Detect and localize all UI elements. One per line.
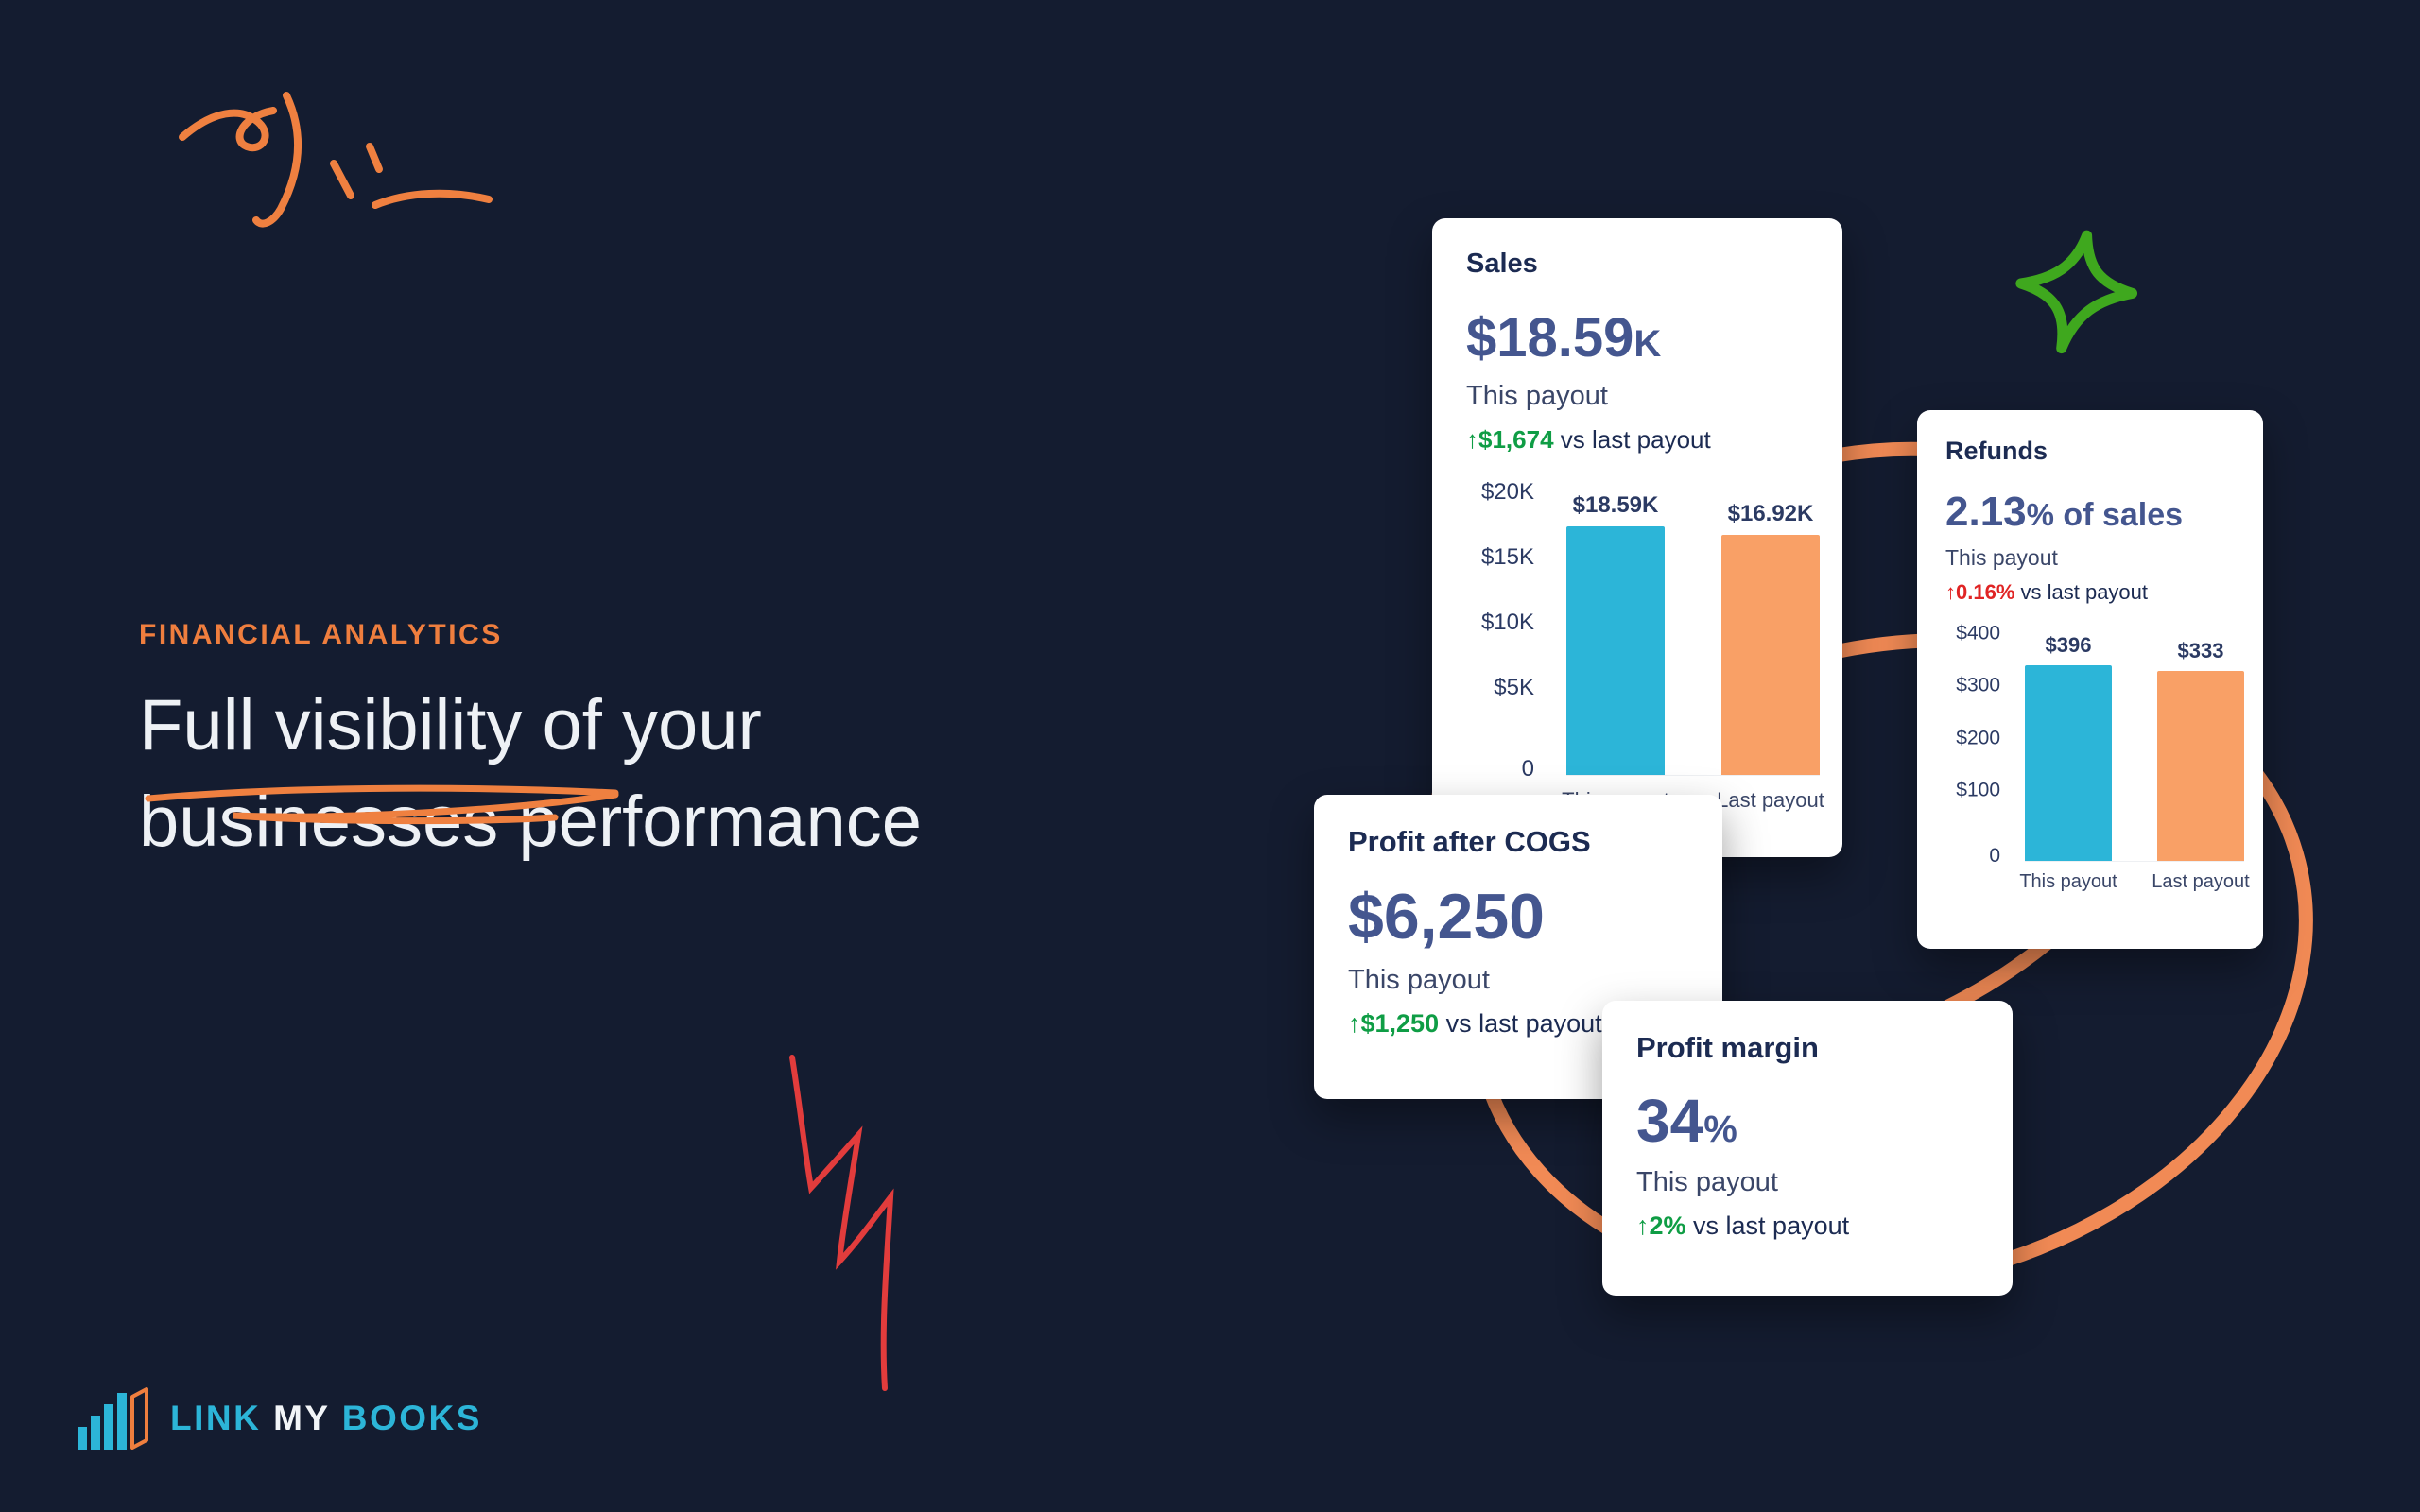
refunds-bar-group-0: $396 This payout (2019, 633, 2117, 892)
refunds-bar-group-1: $333 Last payout (2152, 633, 2249, 892)
refunds-plot-area: $396 This payout $333 Last payout (2019, 633, 2249, 892)
refunds-delta-rest: vs last payout (2014, 580, 2149, 604)
red-zigzag-doodle (789, 1055, 894, 1391)
profit-cogs-delta-up-arrow: ↑$1,250 (1348, 1009, 1440, 1038)
profit-cogs-period-label: This payout (1348, 965, 1490, 995)
profit-margin-value: 34% (1636, 1086, 1979, 1156)
refunds-bar-value-label: $396 (2045, 633, 2092, 657)
refunds-y-axis: $400 $300 $200 $100 0 (1945, 624, 2000, 867)
orange-swoosh-doodle (179, 92, 493, 228)
sales-value-suffix: K (1634, 323, 1662, 365)
refunds-y-tick: $400 (1956, 622, 2000, 644)
profit-cogs-card-title: Profit after COGS (1348, 825, 1591, 858)
profit-margin-value-pct: % (1703, 1108, 1737, 1150)
page-title: Full visibility of your businesses perfo… (139, 678, 1226, 870)
profit-margin-period-label: This payout (1636, 1167, 1778, 1197)
refunds-card: Refunds 2.13% of sales This payout ↑0.16… (1917, 410, 2263, 949)
refunds-y-tick: $300 (1956, 674, 2000, 696)
sales-value: $18.59K (1466, 306, 1808, 369)
refunds-y-tick: $200 (1956, 727, 2000, 748)
profit-cogs-delta-rest: vs last payout (1439, 1009, 1602, 1038)
logo-word-books: BOOKS (341, 1399, 482, 1437)
refunds-card-title: Refunds (1945, 437, 2048, 465)
sales-bar-0 (1566, 526, 1665, 775)
sales-bar-1 (1721, 535, 1820, 775)
link-my-books-logo: LINK MY BOOKS (78, 1387, 482, 1450)
sales-y-axis: $20K $15K $10K $5K 0 (1466, 481, 1534, 781)
sales-delta: ↑$1,674 vs last payout (1466, 425, 1808, 455)
sales-period-label: This payout (1466, 381, 1608, 411)
refunds-x-label: Last payout (2152, 871, 2250, 892)
sales-x-label: Last payout (1717, 788, 1824, 812)
profit-margin-delta-rest: vs last payout (1685, 1211, 1850, 1240)
eyebrow-label: FINANCIAL ANALYTICS (139, 619, 503, 650)
logo-word-link: LINK (170, 1399, 262, 1437)
profit-margin-value-main: 34 (1636, 1087, 1704, 1155)
sales-card-title: Sales (1466, 249, 1538, 279)
refunds-y-tick: 0 (1989, 845, 2000, 868)
refunds-period-label: This payout (1945, 545, 2058, 570)
sales-y-tick: $10K (1480, 610, 1534, 635)
logo-word-my: MY (273, 1399, 330, 1437)
page-title-line1: Full visibility of your (139, 685, 762, 765)
refunds-value-main: 2.13 (1945, 489, 2027, 535)
profit-margin-card-title: Profit margin (1636, 1031, 1819, 1064)
refunds-bar-1 (2157, 671, 2244, 861)
profit-margin-delta-up-arrow: ↑2% (1636, 1211, 1686, 1240)
refunds-x-label: This payout (2019, 871, 2118, 892)
sales-y-tick: $15K (1480, 544, 1534, 570)
profit-margin-card: Profit margin 34% This payout ↑2% vs las… (1602, 1001, 2013, 1296)
refunds-bar-value-label: $333 (2177, 639, 2224, 662)
refunds-delta-up-arrow: ↑0.16% (1945, 580, 2015, 604)
logo-text: LINK MY BOOKS (170, 1399, 482, 1438)
profit-margin-delta: ↑2% vs last payout (1636, 1211, 1979, 1241)
refunds-bar-0 (2025, 665, 2112, 861)
sales-bar-value-label: $18.59K (1572, 492, 1659, 518)
sales-bar-group-1: $16.92K Last payout (1717, 492, 1824, 812)
refunds-value-pct: % (2026, 497, 2054, 532)
refunds-value-rest: of sales (2053, 497, 2184, 533)
refunds-y-tick: $100 (1956, 779, 2000, 801)
sales-card: Sales $18.59K This payout ↑$1,674 vs las… (1432, 218, 1842, 857)
sales-bar-value-label: $16.92K (1727, 501, 1814, 526)
sales-y-tick: $5K (1494, 675, 1534, 700)
hero-section: FINANCIAL ANALYTICS Full visibility of y… (139, 619, 1226, 870)
orange-underline-doodle (145, 784, 619, 825)
sales-y-tick: $20K (1480, 479, 1534, 505)
sales-y-tick: 0 (1521, 755, 1534, 782)
profit-cogs-value: $6,250 (1348, 881, 1545, 953)
green-sparkle-icon (2015, 230, 2138, 354)
sales-value-main: $18.59 (1466, 307, 1634, 369)
sales-delta-up-arrow: ↑$1,674 (1466, 425, 1554, 454)
refunds-value: 2.13% of sales (1945, 489, 2235, 536)
refunds-delta: ↑0.16% vs last payout (1945, 580, 2235, 605)
logo-barchart-icon (78, 1387, 148, 1450)
refunds-chart: $400 $300 $200 $100 0 $396 This payout $333 Last… (1945, 624, 2249, 893)
sales-delta-rest: vs last payout (1553, 425, 1711, 454)
